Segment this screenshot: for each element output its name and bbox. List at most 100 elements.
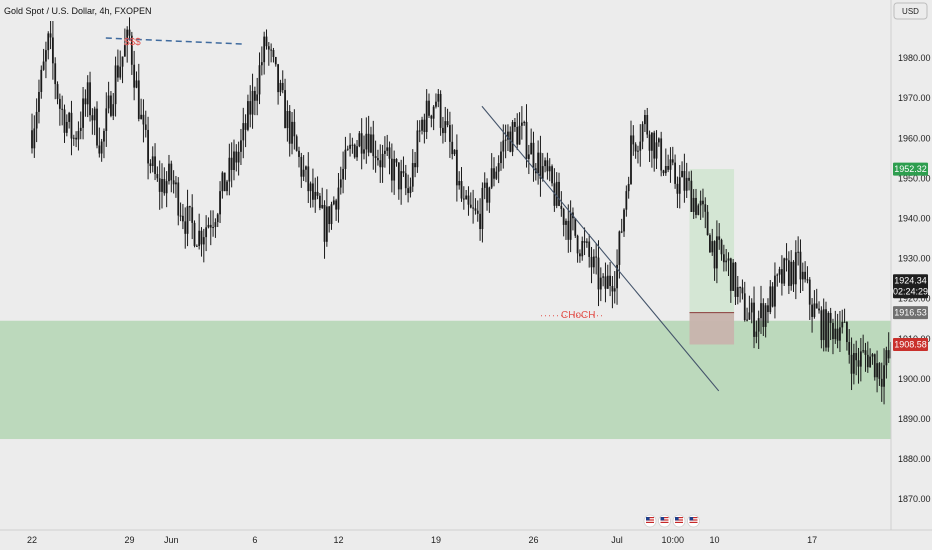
candle-body-83 xyxy=(223,172,226,192)
candle-body-108 xyxy=(281,82,284,91)
candle-body-112 xyxy=(291,121,293,144)
x-tick-label-1: 29 xyxy=(125,535,135,545)
event-icons[interactable] xyxy=(643,514,700,528)
zone-layer xyxy=(0,169,891,440)
candle-body-126 xyxy=(323,204,326,242)
candle-body-232 xyxy=(569,212,572,240)
candle-body-50 xyxy=(147,129,149,164)
candle-body-209 xyxy=(516,126,519,145)
candle-body-198 xyxy=(490,168,493,188)
candle-body-165 xyxy=(414,163,416,168)
candle-body-101 xyxy=(265,36,268,47)
candle-body-22 xyxy=(82,98,84,128)
price-axis-panel[interactable] xyxy=(891,0,932,530)
flag-event-2-icon-stripe-2 xyxy=(660,519,669,521)
candle-body-186 xyxy=(462,198,465,200)
candle-body-76 xyxy=(207,224,210,228)
entry-price-label: 1916.53 xyxy=(894,308,927,318)
candle-body-280 xyxy=(681,171,683,178)
candle-body-278 xyxy=(676,183,679,194)
candle-body-291 xyxy=(706,211,709,236)
candle-body-237 xyxy=(581,240,584,257)
currency-button-bg[interactable] xyxy=(893,2,928,20)
candle-body-268 xyxy=(653,132,656,159)
flag-event-3-icon-stripe-2 xyxy=(675,519,683,521)
y-tick-label-8: 1950.00 xyxy=(898,173,931,183)
candle-body-44 xyxy=(133,64,136,88)
symbol-title[interactable]: Gold Spot / U.S. Dollar, 4h, FXOPEN xyxy=(4,6,152,16)
flag-event-3-icon-bg xyxy=(672,514,686,528)
candle-body-42 xyxy=(128,29,131,36)
candle-body-60 xyxy=(170,163,173,181)
flag-event-3-icon[interactable] xyxy=(672,514,686,528)
candle-layer xyxy=(31,17,932,405)
candle-body-360 xyxy=(866,354,869,368)
candle-body-359 xyxy=(864,350,867,355)
candle-body-227 xyxy=(558,181,560,206)
flag-event-2-icon[interactable] xyxy=(658,514,671,528)
candle-body-282 xyxy=(685,177,688,191)
candle-body-235 xyxy=(576,235,579,254)
candle-body-9 xyxy=(51,37,54,64)
candle-body-18 xyxy=(72,137,75,139)
candle-body-255 xyxy=(623,209,625,232)
candle-body-120 xyxy=(309,183,312,192)
flag-event-2-icon-bg xyxy=(658,514,671,528)
candle-body-264 xyxy=(644,115,646,125)
candle-body-100 xyxy=(263,36,266,63)
candle-body-213 xyxy=(525,121,528,159)
candle-body-102 xyxy=(267,46,270,50)
candle-body-357 xyxy=(859,351,862,367)
candle-body-246 xyxy=(602,276,605,278)
candle-body-142 xyxy=(360,133,363,154)
candle-body-125 xyxy=(321,204,324,208)
candle-body-34 xyxy=(110,95,112,116)
candle-body-320 xyxy=(774,275,776,307)
candle-body-129 xyxy=(330,204,333,225)
candle-body-270 xyxy=(657,138,660,143)
x-axis-ticks[interactable]: 22 29 Jun 6 12 19 26 Jul 10:00 10 17 xyxy=(27,535,817,545)
candle-body-284 xyxy=(690,180,693,212)
candle-body-11 xyxy=(56,84,59,99)
candle-body-43 xyxy=(130,35,133,65)
candle-body-275 xyxy=(669,159,672,170)
candle-body-340 xyxy=(820,310,823,341)
candle-body-218 xyxy=(537,152,540,174)
candle-body-333 xyxy=(804,271,807,280)
candle-body-323 xyxy=(780,269,783,284)
candle-body-31 xyxy=(103,130,105,142)
candle-body-19 xyxy=(75,137,78,140)
candle-body-261 xyxy=(637,150,639,152)
candle-body-89 xyxy=(237,151,240,163)
candle-body-219 xyxy=(539,152,542,179)
candle-body-26 xyxy=(91,115,94,121)
candle-body-347 xyxy=(836,328,839,341)
candle-body-296 xyxy=(718,236,721,240)
candle-body-77 xyxy=(209,224,212,228)
candle-body-236 xyxy=(579,253,581,257)
candle-body-304 xyxy=(736,287,739,297)
currency-button-label[interactable]: USD xyxy=(902,7,919,16)
flag-event-1-icon[interactable] xyxy=(643,514,657,528)
candle-body-2 xyxy=(35,111,38,129)
candle-body-228 xyxy=(560,205,563,209)
candle-body-326 xyxy=(787,260,790,286)
candle-body-257 xyxy=(627,183,630,192)
candle-body-319 xyxy=(771,286,774,307)
candle-body-178 xyxy=(444,121,447,134)
candle-body-85 xyxy=(228,157,231,182)
flag-event-4-icon[interactable] xyxy=(687,514,700,528)
candle-body-37 xyxy=(117,65,119,78)
candle-body-15 xyxy=(65,121,68,133)
currency-button[interactable]: USD xyxy=(893,2,928,20)
candle-body-170 xyxy=(425,100,428,133)
candle-body-133 xyxy=(339,179,342,188)
y-tick-label-1: 1880.00 xyxy=(898,454,931,464)
flag-event-4-icon-stripe-3 xyxy=(689,521,698,523)
candle-body-307 xyxy=(743,293,746,320)
candle-body-73 xyxy=(200,230,203,245)
candle-body-298 xyxy=(722,254,725,263)
candle-body-297 xyxy=(720,239,723,255)
y-tick-label-9: 1960.00 xyxy=(898,133,931,143)
